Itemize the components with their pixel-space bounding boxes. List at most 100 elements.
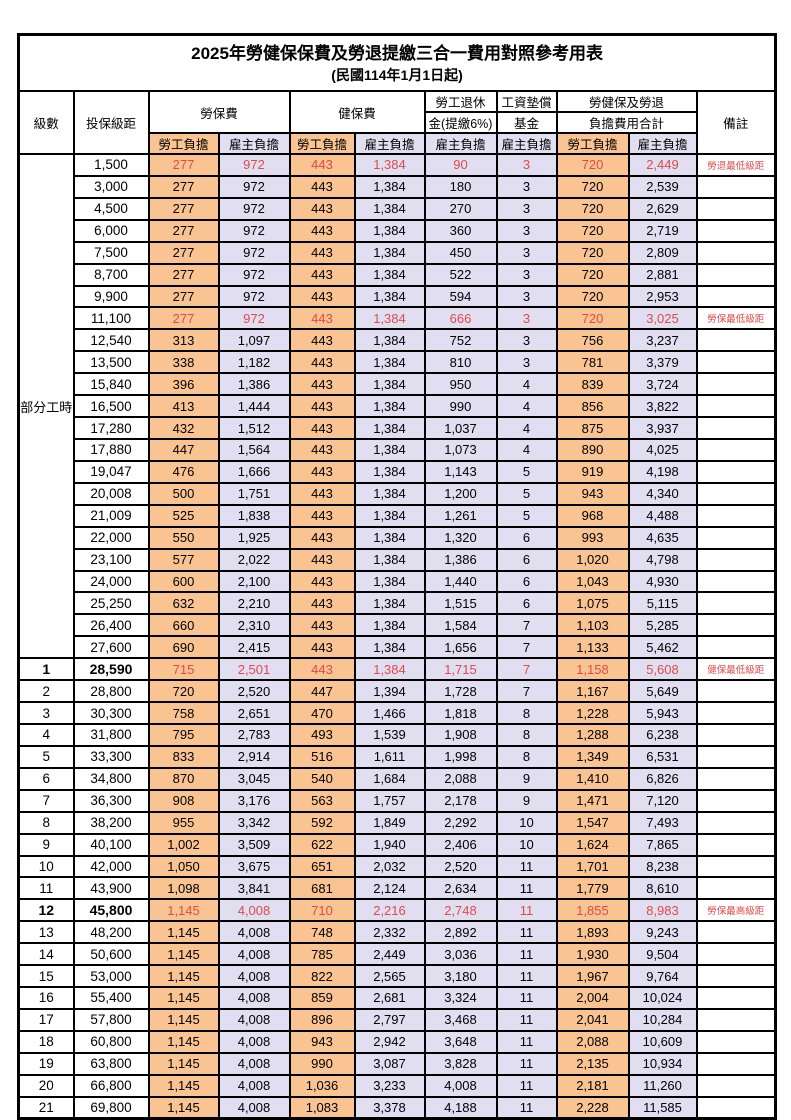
value-cell: 11,585: [627, 1095, 698, 1120]
value-cell: 4: [495, 437, 558, 462]
value-cell: 720: [555, 262, 630, 287]
value-cell: 9: [495, 788, 558, 813]
value-cell: 11: [495, 1051, 558, 1076]
value-cell: 11: [495, 876, 558, 901]
level-cell: 1: [17, 657, 75, 682]
value-cell: 1,751: [217, 481, 291, 506]
value-cell: 1,043: [555, 569, 630, 594]
level-cell: 18: [17, 1029, 75, 1054]
value-cell: 1,715: [423, 657, 498, 682]
value-cell: 3: [495, 350, 558, 375]
value-cell: 3,468: [423, 1007, 498, 1032]
value-cell: 592: [288, 810, 356, 835]
value-cell: 1,394: [353, 679, 426, 704]
value-cell: 968: [555, 503, 630, 528]
note-cell: [695, 788, 777, 813]
value-cell: 413: [147, 394, 220, 419]
value-cell: 1,145: [147, 1007, 220, 1032]
table-row: 18 60,800 1,145 4,008 943 2,942 3,648 11 2,088 10…: [17, 1029, 777, 1054]
value-cell: 443: [288, 525, 356, 550]
level-cell: 16: [17, 986, 75, 1010]
value-cell: 2,135: [555, 1051, 630, 1076]
col-header-remark: 備註: [695, 90, 777, 155]
value-cell: 3: [495, 284, 558, 309]
value-cell: 1,384: [353, 328, 426, 353]
value-cell: 720: [555, 174, 630, 199]
value-cell: 1,471: [555, 788, 630, 813]
salary-bracket-cell: 27,600: [72, 635, 150, 660]
value-cell: 756: [555, 328, 630, 353]
value-cell: 1,384: [353, 591, 426, 616]
value-cell: 4,008: [217, 898, 291, 923]
value-cell: 443: [288, 459, 356, 484]
value-cell: 1,145: [147, 1073, 220, 1098]
value-cell: 4,008: [217, 942, 291, 967]
value-cell: 11: [495, 1095, 558, 1120]
value-cell: 2,881: [627, 262, 698, 287]
col-header-wage-fund-line2: 基金: [495, 111, 558, 134]
value-cell: 1,701: [555, 854, 630, 879]
value-cell: 8: [495, 722, 558, 747]
value-cell: 1,103: [555, 613, 630, 638]
note-cell: [695, 854, 777, 879]
value-cell: 1,349: [555, 744, 630, 769]
value-cell: 4,340: [627, 481, 698, 506]
value-cell: 859: [288, 986, 356, 1010]
level-cell: 7: [17, 788, 75, 813]
value-cell: 720: [555, 240, 630, 265]
value-cell: 632: [147, 591, 220, 616]
value-cell: 1,684: [353, 766, 426, 791]
note-cell: [695, 876, 777, 901]
value-cell: 972: [217, 284, 291, 309]
value-cell: 1,384: [353, 306, 426, 331]
table-row: 25,250 632 2,210 443 1,384 1,515 6 1,075 5,115: [19, 591, 777, 616]
value-cell: 955: [147, 810, 220, 835]
value-cell: 11: [495, 1029, 558, 1054]
col-header-pension-line2: 金(提繳6%): [423, 111, 498, 134]
value-cell: 1,384: [353, 174, 426, 199]
value-cell: 1,098: [147, 876, 220, 901]
value-cell: 11: [495, 964, 558, 989]
note-cell: [695, 525, 777, 550]
salary-bracket-cell: 63,800: [72, 1051, 150, 1076]
page-title: 2025年勞健保保費及勞退提繳三合一費用對照參考用表: [191, 44, 603, 64]
table-row: 19 63,800 1,145 4,008 990 3,087 3,828 11 2,135 10…: [17, 1051, 777, 1076]
salary-bracket-cell: 33,300: [72, 744, 150, 769]
table-row: 22,000 550 1,925 443 1,384 1,320 6 993 4,635: [19, 525, 777, 550]
value-cell: 2,565: [353, 964, 426, 989]
table-row: 12,540 313 1,097 443 1,384 752 3 756 3,237: [19, 328, 777, 353]
value-cell: 5,943: [627, 701, 698, 725]
value-cell: 1,925: [217, 525, 291, 550]
table-row: 5 33,300 833 2,914 516 1,611 1,998 8 1,349 6,531: [17, 744, 777, 769]
level-cell: 11: [17, 876, 75, 901]
value-cell: 795: [147, 722, 220, 747]
value-cell: 5: [495, 459, 558, 484]
value-cell: 1,547: [555, 810, 630, 835]
col-header-health-employer: 雇主負擔: [353, 132, 426, 155]
salary-bracket-cell: 11,100: [72, 306, 150, 331]
value-cell: 993: [555, 525, 630, 550]
value-cell: 180: [423, 174, 498, 199]
value-cell: 1,818: [423, 701, 498, 725]
value-cell: 4,635: [627, 525, 698, 550]
value-cell: 3,087: [353, 1051, 426, 1076]
table-row: 2 28,800 720 2,520 447 1,394 1,728 7 1,167 5,649: [17, 679, 777, 704]
value-cell: 1,893: [555, 920, 630, 945]
value-cell: 5,115: [627, 591, 698, 616]
value-cell: 748: [288, 920, 356, 945]
value-cell: 1,666: [217, 459, 291, 484]
value-cell: 10,609: [627, 1029, 698, 1054]
value-cell: 720: [555, 196, 630, 221]
value-cell: 758: [147, 701, 220, 725]
note-cell: 健保最低級距: [695, 657, 777, 682]
value-cell: 2,892: [423, 920, 498, 945]
value-cell: 500: [147, 481, 220, 506]
value-cell: 1,384: [353, 394, 426, 419]
note-cell: [695, 744, 777, 769]
salary-bracket-cell: 55,400: [72, 986, 150, 1010]
value-cell: 1,512: [217, 416, 291, 440]
value-cell: 443: [288, 416, 356, 440]
value-cell: 1,908: [423, 722, 498, 747]
value-cell: 7: [495, 613, 558, 638]
value-cell: 443: [288, 569, 356, 594]
